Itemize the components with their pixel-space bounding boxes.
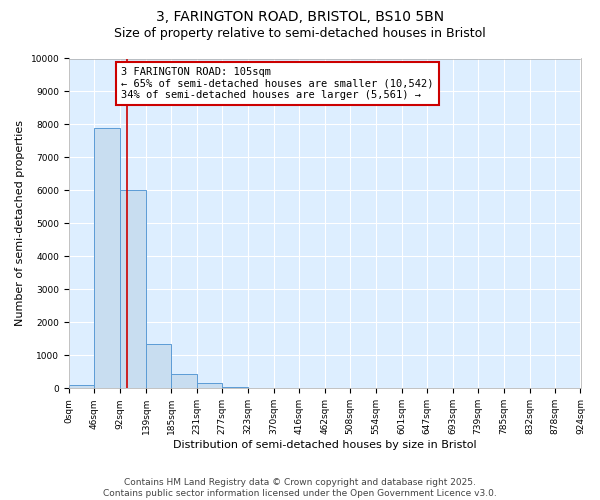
Bar [146,344,172,389]
Y-axis label: Number of semi-detached properties: Number of semi-detached properties [15,120,25,326]
Bar [172,374,197,388]
Bar [197,384,223,388]
Text: 3 FARINGTON ROAD: 105sqm
← 65% of semi-detached houses are smaller (10,542)
34% : 3 FARINGTON ROAD: 105sqm ← 65% of semi-d… [121,66,434,100]
Text: Size of property relative to semi-detached houses in Bristol: Size of property relative to semi-detach… [114,28,486,40]
Text: Contains HM Land Registry data © Crown copyright and database right 2025.
Contai: Contains HM Land Registry data © Crown c… [103,478,497,498]
Bar [94,128,120,388]
Bar [69,385,94,388]
Bar [223,386,248,388]
X-axis label: Distribution of semi-detached houses by size in Bristol: Distribution of semi-detached houses by … [173,440,476,450]
Text: 3, FARINGTON ROAD, BRISTOL, BS10 5BN: 3, FARINGTON ROAD, BRISTOL, BS10 5BN [156,10,444,24]
Bar [120,190,146,388]
